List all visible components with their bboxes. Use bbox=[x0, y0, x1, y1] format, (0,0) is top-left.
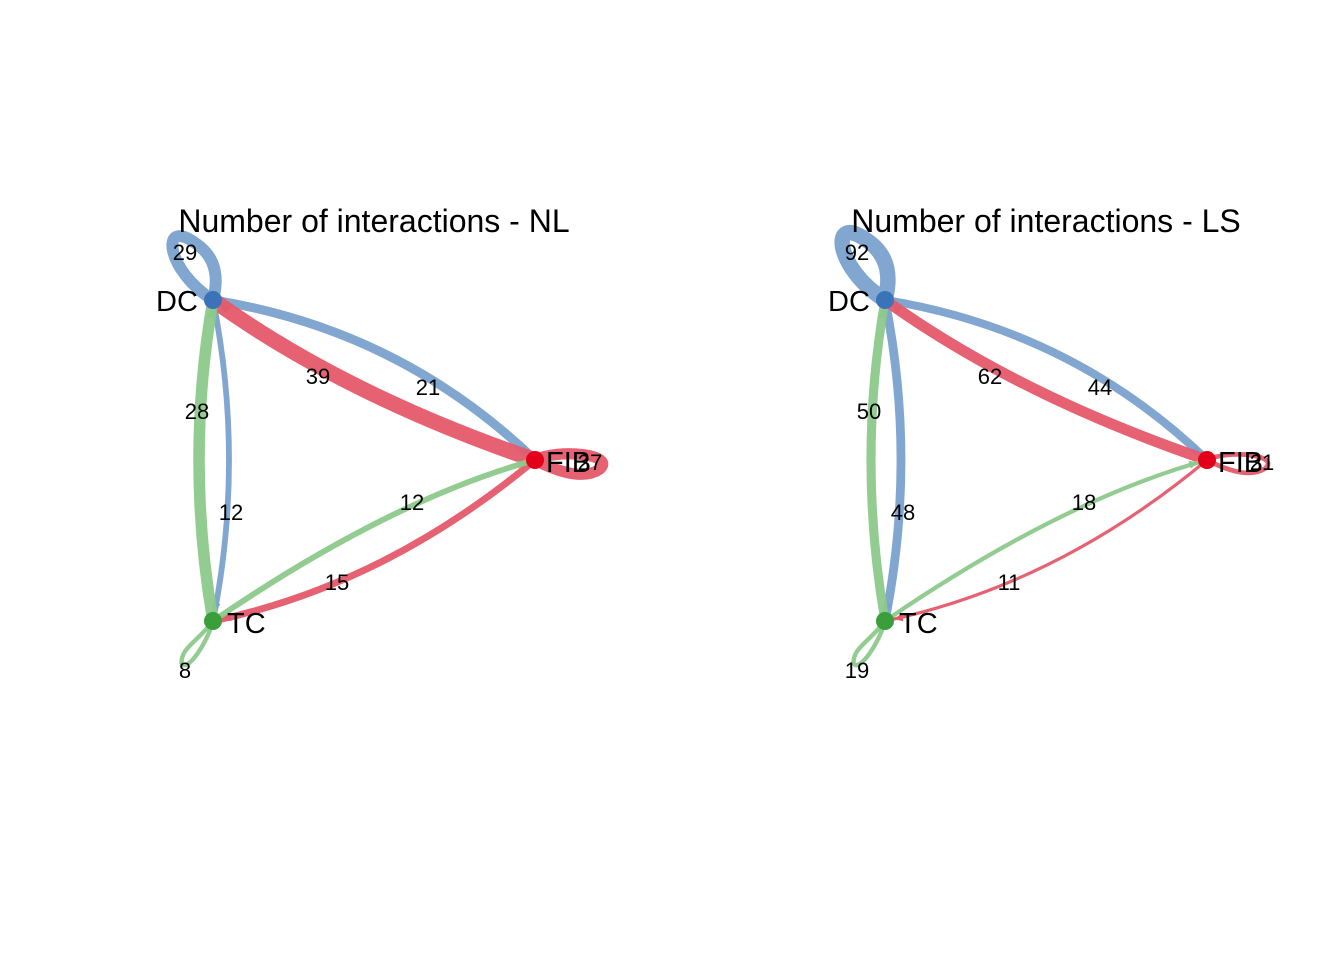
network-panel-nl: 29 21 12 39 27 15 28 12 8 DC FIB TC Number of intera… bbox=[156, 203, 609, 683]
edge-label-dc-to-dc: 92 bbox=[845, 240, 869, 265]
edge-label-tc-to-dc: 28 bbox=[185, 399, 209, 424]
edge-label-fib-to-fib: 21 bbox=[1250, 450, 1274, 475]
edge-label-fib-to-tc: 11 bbox=[998, 570, 1021, 595]
edge-label-fib-to-dc: 62 bbox=[978, 364, 1002, 389]
edge-tc-to-fib bbox=[210, 457, 538, 624]
edge-dc-to-dc bbox=[166, 230, 222, 306]
edge-tc-to-dc bbox=[866, 295, 890, 626]
edge-label-fib-to-dc: 39 bbox=[306, 364, 330, 389]
node-label-tc: TC bbox=[227, 608, 266, 640]
arrowhead bbox=[205, 308, 214, 319]
node-fib bbox=[526, 451, 544, 469]
arrowhead bbox=[1188, 460, 1199, 469]
edge-label-tc-to-fib: 18 bbox=[1072, 490, 1096, 515]
node-tc bbox=[876, 612, 894, 630]
arrowhead bbox=[893, 613, 904, 622]
edge-label-tc-to-dc: 50 bbox=[857, 399, 881, 424]
edge-dc-to-tc bbox=[210, 297, 232, 624]
panel-title: Number of interactions - LS bbox=[851, 203, 1241, 239]
edge-tc-to-dc bbox=[193, 294, 219, 627]
edge-fib-to-tc bbox=[209, 456, 539, 625]
edge-fib-to-fib bbox=[1204, 452, 1271, 476]
edge-label-dc-to-tc: 12 bbox=[219, 500, 243, 525]
edge-tc-to-fib bbox=[882, 457, 1210, 624]
edge-label-dc-to-dc: 29 bbox=[173, 240, 197, 265]
edge-fib-to-dc bbox=[205, 292, 543, 468]
node-fib bbox=[1198, 451, 1216, 469]
node-label-dc: DC bbox=[156, 286, 198, 318]
edge-label-tc-to-tc: 19 bbox=[845, 658, 869, 683]
edge-fib-to-tc bbox=[883, 458, 1209, 623]
edge-tc-to-tc bbox=[179, 618, 216, 668]
arrowhead bbox=[221, 613, 232, 622]
edge-dc-to-dc bbox=[834, 225, 896, 308]
edge-dc-to-fib bbox=[208, 295, 540, 465]
arrowhead bbox=[220, 305, 230, 314]
edge-label-dc-to-fib: 21 bbox=[416, 375, 440, 400]
node-label-fib: FIB bbox=[1218, 447, 1263, 479]
edge-tc-to-tc bbox=[851, 618, 888, 668]
edge-label-fib-to-fib: 27 bbox=[578, 450, 602, 475]
node-label-dc: DC bbox=[828, 286, 870, 318]
edge-dc-to-tc bbox=[880, 295, 906, 626]
arrowhead bbox=[877, 308, 886, 319]
arrowhead bbox=[892, 305, 902, 314]
node-label-tc: TC bbox=[899, 608, 938, 640]
node-dc bbox=[204, 291, 222, 309]
node-label-fib: FIB bbox=[546, 447, 591, 479]
edge-fib-to-dc bbox=[879, 294, 1213, 466]
edge-label-dc-to-tc: 48 bbox=[891, 500, 915, 525]
edge-label-tc-to-fib: 12 bbox=[400, 490, 424, 515]
edge-label-tc-to-tc: 8 bbox=[179, 658, 191, 683]
network-panel-ls: 92 44 48 62 21 11 50 18 19 DC FIB TC Number of inter… bbox=[828, 203, 1274, 683]
panel-title: Number of interactions - NL bbox=[178, 203, 569, 239]
node-tc bbox=[204, 612, 222, 630]
edge-label-dc-to-fib: 44 bbox=[1088, 375, 1112, 400]
edge-label-fib-to-tc: 15 bbox=[325, 570, 349, 595]
node-dc bbox=[876, 291, 894, 309]
arrowhead bbox=[516, 460, 527, 469]
edge-fib-to-fib bbox=[529, 448, 609, 480]
edge-dc-to-fib bbox=[880, 295, 1212, 465]
